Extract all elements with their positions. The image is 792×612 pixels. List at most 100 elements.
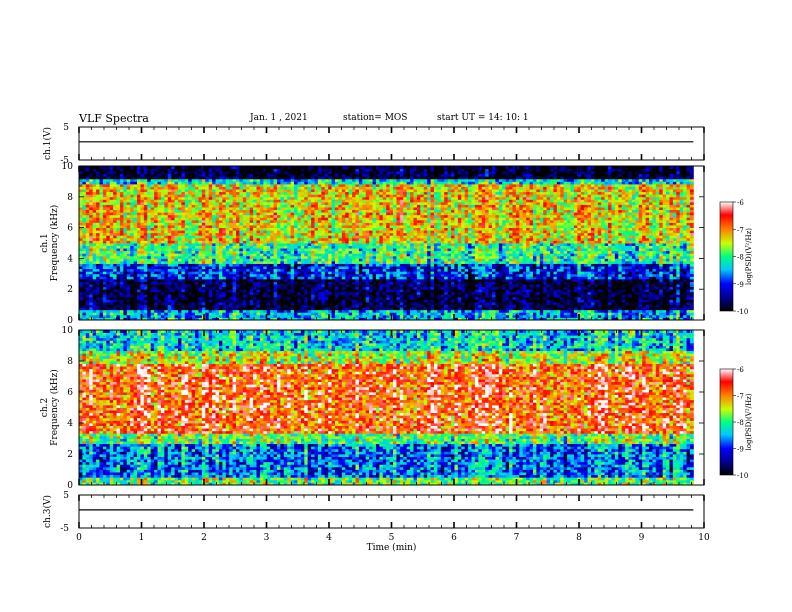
heatmap-cell: [478, 279, 482, 282]
heatmap-cell: [161, 289, 165, 292]
heatmap-cell: [315, 294, 319, 297]
heatmap-cell: [669, 276, 673, 279]
heatmap-cell: [417, 312, 421, 315]
heatmap-cell: [236, 284, 240, 287]
heatmap-cell: [540, 261, 544, 264]
heatmap-cell: [478, 289, 482, 292]
heatmap-cell: [93, 276, 97, 279]
heatmap-cell: [663, 274, 667, 277]
heatmap-cell: [550, 274, 554, 277]
heatmap-cell: [424, 315, 428, 318]
heatmap-cell: [553, 305, 557, 308]
heatmap-cell: [188, 287, 192, 290]
heatmap-cell: [362, 258, 366, 261]
heatmap-cell: [666, 274, 670, 277]
heatmap-cell: [669, 294, 673, 297]
heatmap-cell: [629, 312, 633, 315]
heatmap-cell: [386, 307, 390, 310]
heatmap-cell: [639, 310, 643, 313]
heatmap-cell: [137, 258, 141, 261]
heatmap-cell: [188, 310, 192, 313]
heatmap-cell: [297, 258, 301, 261]
heatmap-cell: [246, 287, 250, 290]
heatmap-cell: [444, 266, 448, 269]
heatmap-cell: [448, 299, 452, 302]
heatmap-cell: [659, 302, 663, 305]
heatmap-cell: [588, 269, 592, 272]
heatmap-cell: [222, 294, 226, 297]
heatmap-cell: [642, 261, 646, 264]
heatmap-cell: [386, 294, 390, 297]
heatmap-cell: [267, 279, 271, 282]
heatmap-cell: [280, 294, 284, 297]
heatmap-cell: [581, 305, 585, 308]
heatmap-cell: [369, 258, 373, 261]
heatmap-cell: [390, 294, 394, 297]
heatmap-cell: [605, 289, 609, 292]
heatmap-cell: [540, 294, 544, 297]
heatmap-cell: [198, 312, 202, 315]
heatmap-cell: [171, 266, 175, 269]
heatmap-cell: [413, 294, 417, 297]
heatmap-cell: [359, 292, 363, 295]
heatmap-cell: [666, 253, 670, 256]
heatmap-cell: [383, 315, 387, 318]
heatmap-cell: [652, 251, 656, 254]
heatmap-cell: [147, 284, 151, 287]
heatmap-cell: [284, 266, 288, 269]
heatmap-cell: [338, 274, 342, 277]
heatmap-cell: [318, 312, 322, 315]
heatmap-cell: [458, 274, 462, 277]
heatmap-cell: [164, 256, 168, 259]
heatmap-cell: [161, 297, 165, 300]
heatmap-cell: [622, 315, 626, 318]
heatmap-cell: [560, 297, 564, 300]
heatmap-cell: [205, 310, 209, 313]
heatmap-cell: [280, 251, 284, 254]
heatmap-cell: [676, 269, 680, 272]
heatmap-cell: [410, 297, 414, 300]
heatmap-cell: [465, 292, 469, 295]
heatmap-cell: [106, 289, 110, 292]
heatmap-cell: [673, 274, 677, 277]
heatmap-cell: [400, 271, 404, 274]
heatmap-cell: [263, 253, 267, 256]
heatmap-cell: [652, 287, 656, 290]
heatmap-cell: [260, 261, 264, 264]
heatmap-cell: [472, 251, 476, 254]
heatmap-cell: [250, 266, 254, 269]
heatmap-cell: [635, 253, 639, 256]
heatmap-cell: [120, 251, 124, 254]
heatmap-cell: [198, 274, 202, 277]
heatmap-cell: [301, 261, 305, 264]
heatmap-cell: [656, 292, 660, 295]
heatmap-cell: [226, 292, 230, 295]
heatmap-cell: [267, 292, 271, 295]
heatmap-cell: [219, 256, 223, 259]
heatmap-cell: [400, 264, 404, 267]
heatmap-cell: [369, 292, 373, 295]
heatmap-cell: [202, 297, 206, 300]
heatmap-cell: [277, 307, 281, 310]
heatmap-cell: [117, 253, 121, 256]
heatmap-cell: [461, 312, 465, 315]
heatmap-cell: [403, 266, 407, 269]
heatmap-cell: [594, 299, 598, 302]
heatmap-cell: [359, 312, 363, 315]
heatmap-cell: [588, 302, 592, 305]
heatmap-cell: [277, 253, 281, 256]
heatmap-cell: [676, 312, 680, 315]
heatmap-cell: [140, 261, 144, 264]
heatmap-cell: [485, 292, 489, 295]
heatmap-cell: [120, 287, 124, 290]
heatmap-cell: [134, 251, 138, 254]
heatmap-cell: [260, 297, 264, 300]
heatmap-cell: [345, 269, 349, 272]
heatmap-cell: [113, 297, 117, 300]
heatmap-cell: [328, 274, 332, 277]
heatmap-cell: [205, 284, 209, 287]
heatmap-cell: [325, 310, 329, 313]
heatmap-cell: [345, 258, 349, 261]
heatmap-cell: [581, 289, 585, 292]
heatmap-cell: [676, 266, 680, 269]
